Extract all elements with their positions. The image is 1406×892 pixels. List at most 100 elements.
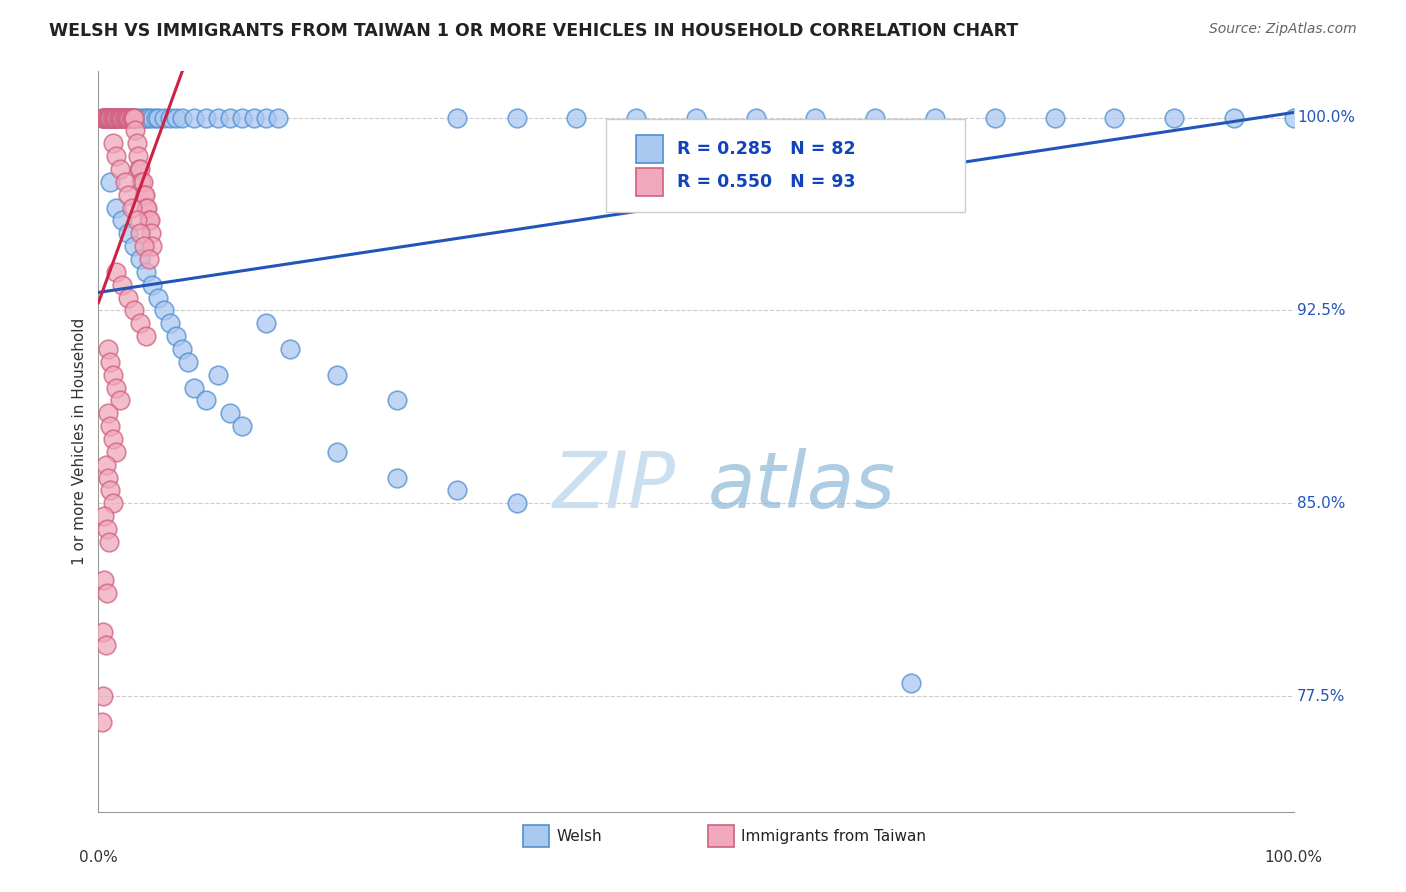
Point (125, 213, 148, 227)
FancyBboxPatch shape (709, 825, 734, 847)
Point (506, 111, 529, 125)
Point (98, 355, 122, 369)
Text: 100.0%: 100.0% (1298, 110, 1355, 125)
Point (195, 393, 218, 408)
Point (565, 111, 588, 125)
Point (207, 111, 229, 125)
Text: 100.0%: 100.0% (1264, 850, 1323, 865)
Point (231, 419, 253, 434)
Text: 77.5%: 77.5% (1298, 689, 1346, 704)
Point (132, 111, 155, 125)
Point (326, 445, 349, 459)
Point (98, 111, 122, 125)
Point (107, 111, 129, 125)
Point (120, 111, 142, 125)
Point (254, 111, 277, 125)
Point (125, 136, 148, 151)
Point (118, 111, 141, 125)
Point (446, 111, 468, 125)
Point (101, 368, 124, 382)
Point (105, 201, 128, 215)
Point (98, 419, 122, 434)
Point (129, 111, 152, 125)
FancyBboxPatch shape (523, 825, 548, 847)
FancyBboxPatch shape (606, 120, 965, 212)
Point (745, 111, 768, 125)
Point (117, 111, 139, 125)
Point (117, 291, 139, 305)
Point (105, 445, 128, 459)
Point (105, 265, 128, 279)
Point (124, 111, 146, 125)
Point (124, 111, 146, 125)
Point (231, 111, 253, 125)
Point (103, 111, 125, 125)
Point (97, 406, 120, 420)
Point (122, 111, 145, 125)
Point (104, 111, 127, 125)
Point (98, 483, 122, 498)
Point (108, 111, 131, 125)
Point (207, 368, 229, 382)
Point (105, 149, 128, 163)
Point (145, 111, 167, 125)
Point (131, 175, 153, 189)
Point (94, 111, 117, 125)
Point (124, 111, 146, 125)
Point (924, 111, 946, 125)
Point (129, 252, 152, 266)
Point (138, 252, 160, 266)
Point (124, 239, 146, 253)
Point (105, 111, 128, 125)
Point (93, 111, 115, 125)
Point (91, 714, 114, 729)
Point (446, 483, 468, 498)
Point (121, 201, 143, 215)
Point (254, 316, 277, 330)
Text: atlas: atlas (709, 448, 896, 524)
Point (97, 111, 120, 125)
Text: 92.5%: 92.5% (1298, 303, 1346, 318)
Point (115, 111, 138, 125)
Point (127, 149, 149, 163)
Point (243, 111, 266, 125)
Point (96, 522, 118, 536)
Point (141, 277, 163, 292)
Point (108, 162, 131, 177)
Point (97, 111, 120, 125)
Point (98, 111, 122, 125)
Point (111, 111, 134, 125)
Point (101, 111, 124, 125)
Point (165, 329, 187, 343)
Text: ZIP: ZIP (553, 448, 675, 524)
Point (385, 393, 409, 408)
Point (626, 111, 648, 125)
Point (1163, 111, 1185, 125)
Point (110, 111, 132, 125)
Point (1282, 111, 1305, 125)
Point (91, 624, 114, 639)
Point (135, 265, 157, 279)
Point (128, 162, 150, 177)
Point (101, 496, 124, 510)
Point (93, 509, 115, 524)
Point (135, 329, 157, 343)
Point (685, 111, 707, 125)
Point (506, 496, 529, 510)
Point (97, 111, 120, 125)
Point (267, 111, 290, 125)
Point (93, 111, 115, 125)
Point (97, 342, 120, 356)
Point (97, 470, 120, 484)
Point (129, 316, 152, 330)
Point (124, 303, 146, 318)
Point (138, 213, 160, 227)
Point (98, 534, 121, 549)
Point (111, 111, 134, 125)
Point (172, 342, 194, 356)
Point (1223, 111, 1246, 125)
Point (121, 111, 143, 125)
Point (93, 111, 115, 125)
Point (385, 470, 409, 484)
Point (135, 201, 157, 215)
